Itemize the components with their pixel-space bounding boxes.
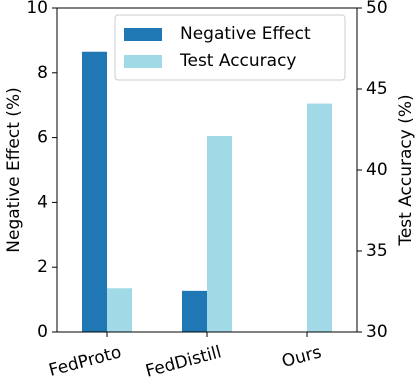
x-tick-label: FedDistill	[143, 342, 223, 381]
bar	[307, 103, 332, 332]
y-tick-label: 10	[26, 0, 48, 18]
bar	[82, 51, 107, 333]
bar	[207, 135, 232, 332]
y-tick-label: 4	[37, 192, 48, 212]
x-tick-label: FedProto	[47, 342, 124, 381]
y2-tick-label: 45	[366, 79, 388, 99]
legend-label: Negative Effect	[180, 24, 311, 44]
y2-tick-label: 40	[366, 160, 388, 180]
bar	[107, 288, 132, 332]
y-tick-label: 8	[37, 63, 48, 83]
x-tick-label: Ours	[280, 342, 324, 372]
legend-swatch	[124, 28, 162, 41]
bar	[182, 290, 207, 332]
legend-box	[114, 14, 346, 81]
y2-axis-label: Test Accuracy (%)	[396, 94, 416, 246]
y2-tick-label: 50	[366, 0, 388, 18]
legend-label: Test Accuracy	[179, 51, 297, 71]
y2-tick-label: 35	[366, 241, 388, 261]
y-axis-label: Negative Effect (%)	[4, 87, 24, 252]
legend-swatch	[124, 55, 162, 68]
y-tick-label: 0	[37, 322, 48, 342]
y-tick-label: 6	[37, 128, 48, 148]
plot-frame	[56, 7, 358, 333]
y2-tick-label: 30	[366, 322, 388, 342]
y-tick-label: 2	[37, 257, 48, 277]
